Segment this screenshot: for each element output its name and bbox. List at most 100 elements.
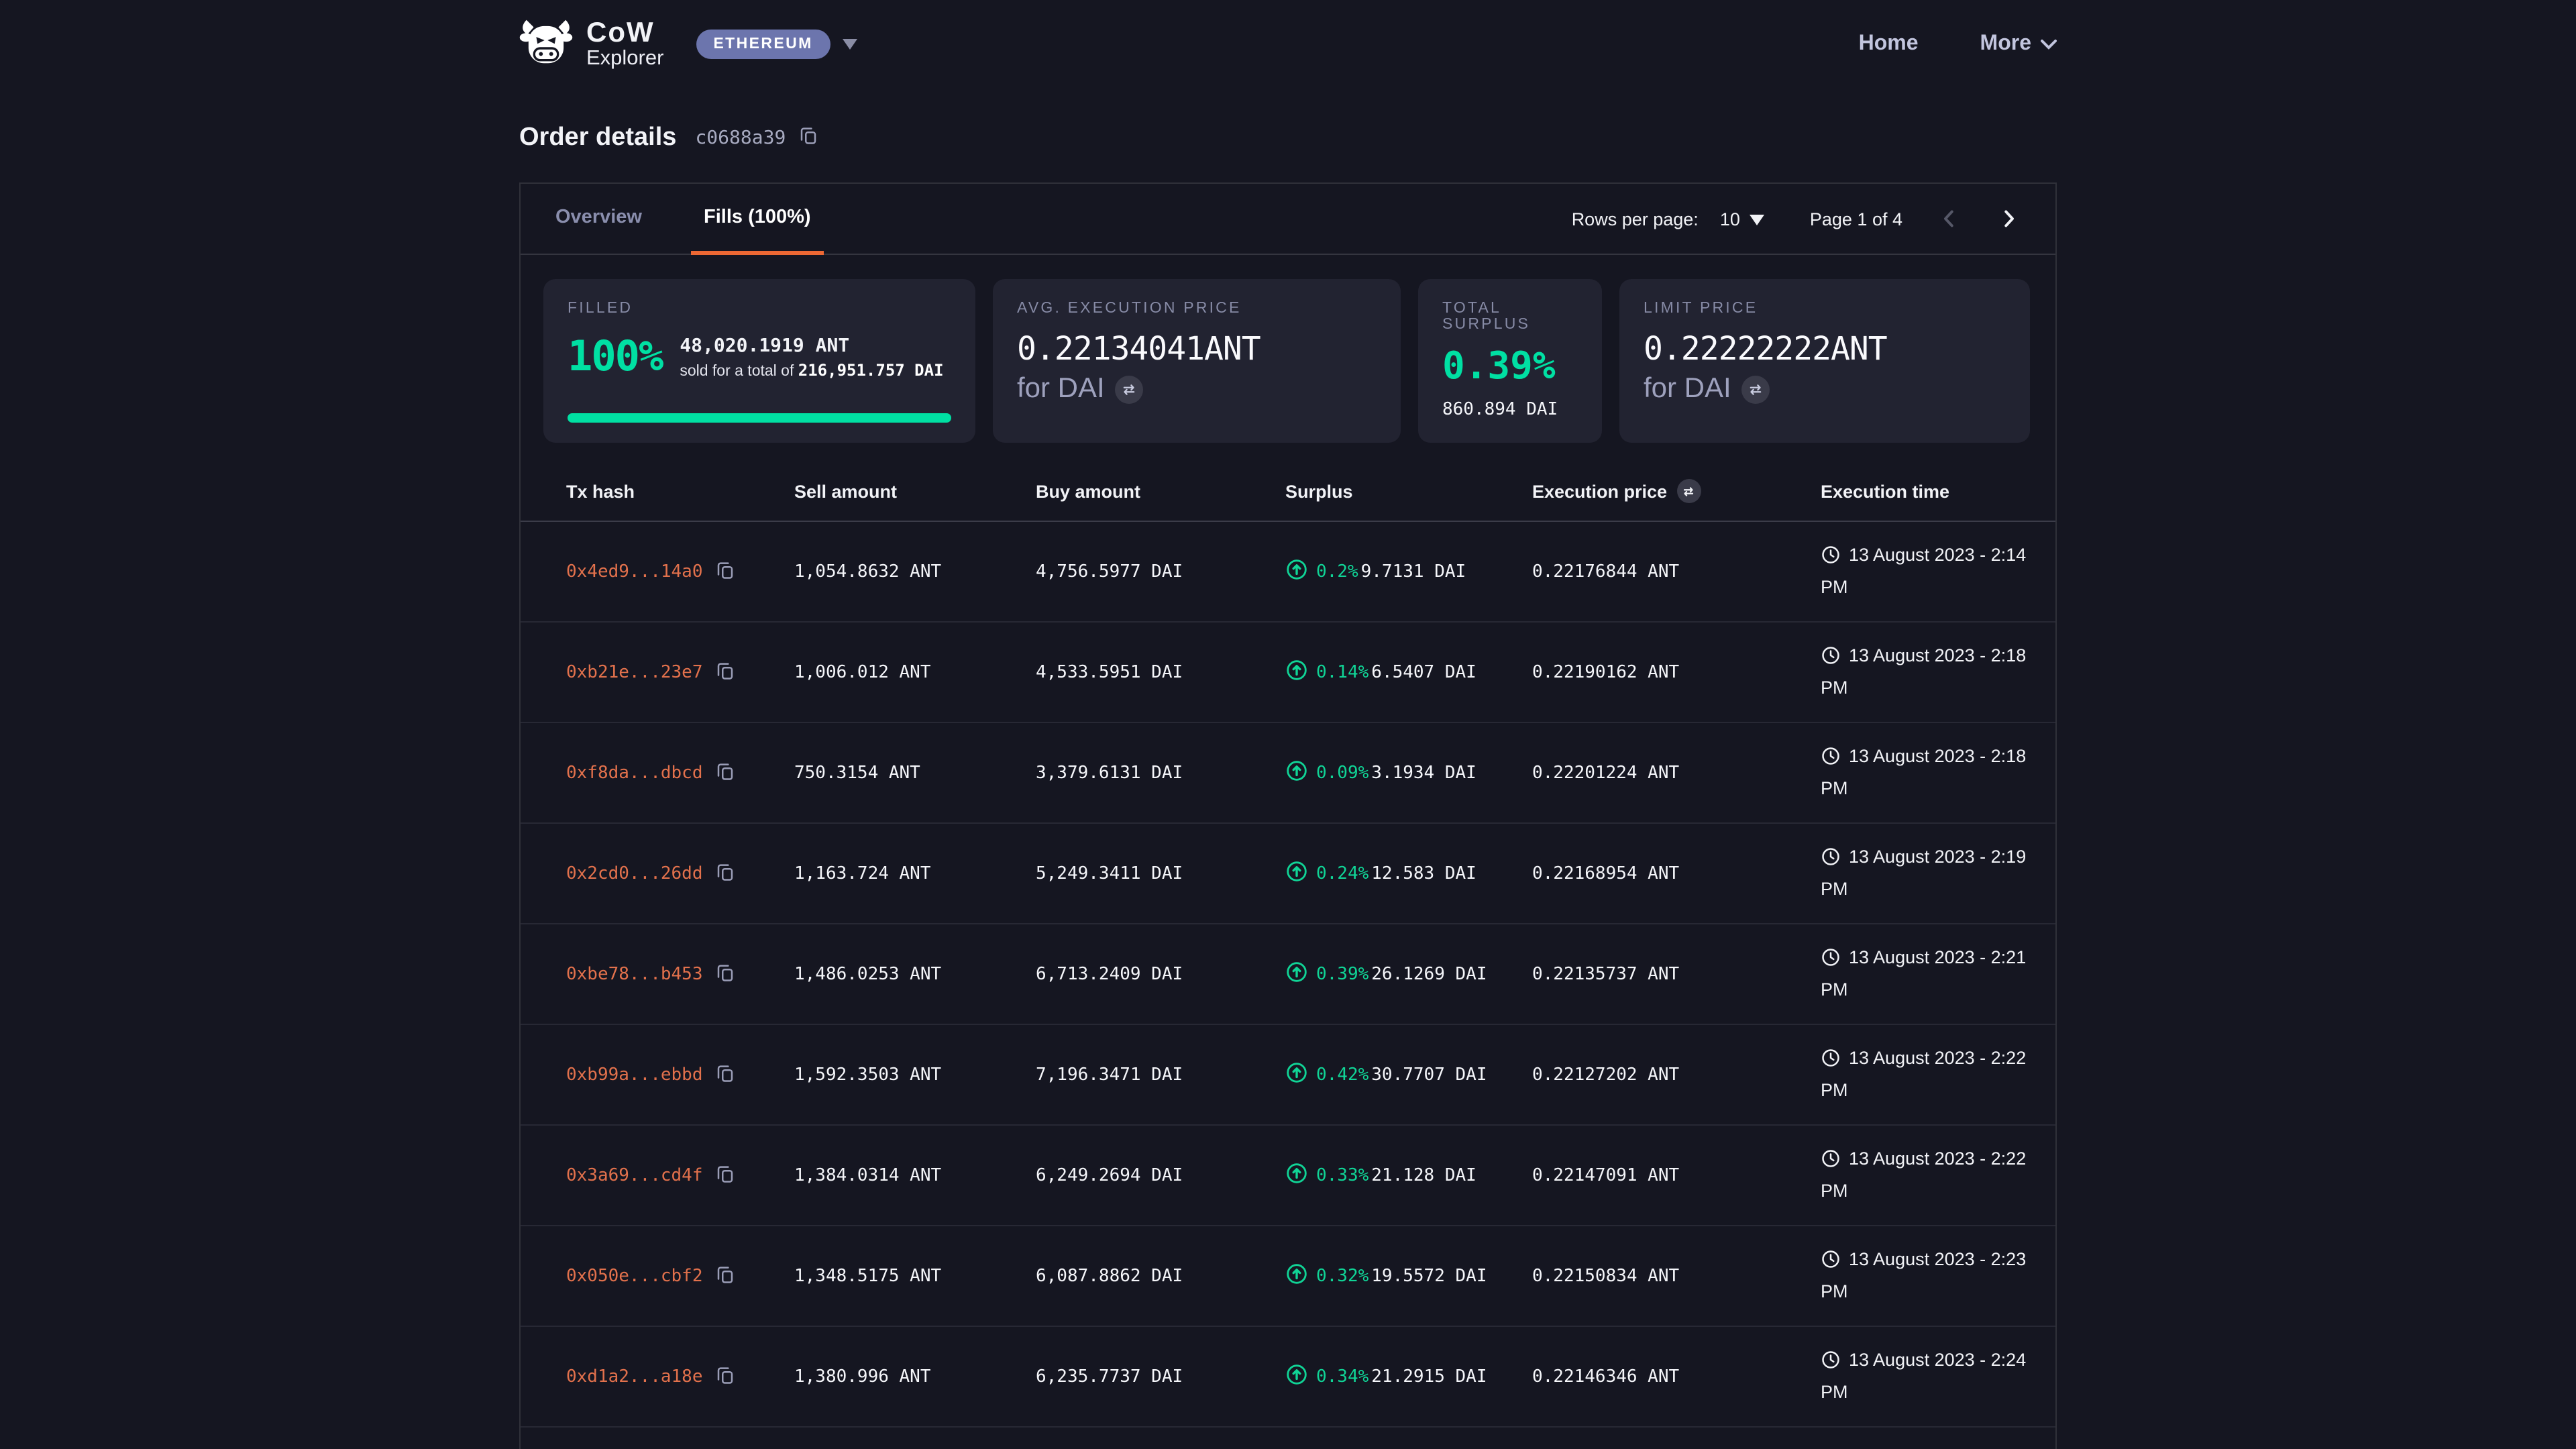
table-body: 0x4ed9...14a0 1,054.8632 ANT 4,756.5977 … [521,522,2055,1428]
tx-hash-cell: 0x2cd0...26dd [566,861,794,885]
filled-label: FILLED [568,301,951,317]
copy-icon[interactable] [798,125,818,152]
sell-amount-cell: 1,486.0253 ANT [794,964,1036,984]
sell-amount-cell: 1,006.012 ANT [794,662,1036,682]
invert-price-icon[interactable] [1116,375,1144,403]
tx-hash-link[interactable]: 0x3a69...cd4f [566,1165,703,1185]
copy-icon[interactable] [715,660,735,684]
surplus-amount: 12.583 DAI [1371,863,1477,883]
limit-price-unit: for DAI [1644,373,1731,405]
tx-hash-link[interactable]: 0xb21e...23e7 [566,662,703,682]
tx-hash-cell: 0x3a69...cd4f [566,1163,794,1187]
copy-icon[interactable] [715,559,735,584]
surplus-percent: 0.2% [1316,561,1358,582]
surplus-up-icon [1285,759,1308,786]
execution-time-text: 13 August 2023 - 2:18 PM [1821,646,2026,698]
execution-time-text: 13 August 2023 - 2:24 PM [1821,1350,2026,1402]
tx-hash-cell: 0xf8da...dbcd [566,761,794,785]
copy-icon[interactable] [715,962,735,986]
surplus-cell: 0.14% 6.5407 DAI [1285,659,1532,686]
tx-hash-cell: 0xb99a...ebbd [566,1063,794,1087]
surplus-up-icon [1285,860,1308,887]
rows-per-page-select[interactable]: 10 [1720,209,1764,229]
surplus-amount: 26.1269 DAI [1371,964,1487,984]
chevron-down-icon [843,32,857,56]
col-execution-time: Execution time [1821,481,2055,501]
avg-execution-price-value: 0.22134041ANT [1017,330,1377,368]
surplus-up-icon [1285,961,1308,987]
tx-hash-cell: 0x4ed9...14a0 [566,559,794,584]
copy-icon[interactable] [715,1163,735,1187]
filled-percent: 100% [568,333,662,381]
limit-price-value: 0.22222222ANT [1644,330,2006,368]
invert-price-icon[interactable] [1742,375,1770,403]
network-selector[interactable]: ETHEREUM [696,30,857,59]
total-surplus-amount: 860.894 DAI [1442,400,1578,420]
tx-hash-link[interactable]: 0x2cd0...26dd [566,863,703,883]
clock-icon [1821,1153,1841,1173]
copy-icon[interactable] [715,1063,735,1087]
table-row: 0xb21e...23e7 1,006.012 ANT 4,533.5951 D… [521,623,2055,723]
execution-time-text: 13 August 2023 - 2:14 PM [1821,545,2026,597]
next-page-button[interactable] [1996,207,2021,231]
tx-hash-link[interactable]: 0xf8da...dbcd [566,763,703,783]
tab-overview[interactable]: Overview [542,184,655,255]
surplus-up-icon [1285,1061,1308,1088]
copy-icon[interactable] [715,861,735,885]
nav-home-link[interactable]: Home [1859,32,1919,56]
avg-execution-price-card: AVG. EXECUTION PRICE 0.22134041ANT for D… [993,279,1401,443]
execution-time-text: 13 August 2023 - 2:22 PM [1821,1049,2026,1100]
execution-price-cell: 0.22176844 ANT [1532,561,1821,582]
table-row: 0xb99a...ebbd 1,592.3503 ANT 7,196.3471 … [521,1025,2055,1126]
execution-price-cell: 0.22146346 ANT [1532,1366,1821,1387]
fills-table: Tx hash Sell amount Buy amount Surplus E… [521,462,2055,1449]
copy-icon[interactable] [715,1264,735,1288]
network-badge[interactable]: ETHEREUM [696,30,830,59]
buy-amount-cell: 6,249.2694 DAI [1036,1165,1285,1185]
tab-fills[interactable]: Fills (100%) [690,184,824,255]
table-row: 0x050e...cbf2 1,348.5175 ANT 6,087.8862 … [521,1226,2055,1327]
buy-amount-cell: 6,087.8862 DAI [1036,1266,1285,1286]
clock-icon [1821,851,1841,871]
surplus-cell: 0.2% 9.7131 DAI [1285,558,1532,585]
summary-cards: FILLED 100% 48,020.1919 ANT sold for a t… [521,255,2055,443]
execution-time-cell: 13 August 2023 - 2:14 PM [1821,543,2055,601]
invert-price-icon[interactable] [1676,479,1701,503]
surplus-amount: 3.1934 DAI [1371,763,1477,783]
rows-per-page-value: 10 [1720,209,1740,229]
clock-icon [1821,1354,1841,1375]
execution-price-cell: 0.22135737 ANT [1532,964,1821,984]
copy-icon[interactable] [715,761,735,785]
tx-hash-cell: 0xb21e...23e7 [566,660,794,684]
col-execution-price: Execution price [1532,479,1821,503]
surplus-cell: 0.32% 19.5572 DAI [1285,1263,1532,1289]
top-navigation: Home More [1859,32,2057,56]
tx-hash-link[interactable]: 0xd1a2...a18e [566,1366,703,1387]
cow-explorer-logo[interactable]: CoW Explorer [519,18,663,70]
table-row: 0x4ed9...14a0 1,054.8632 ANT 4,756.5977 … [521,522,2055,623]
previous-page-button[interactable] [1937,207,1962,231]
col-buy-amount: Buy amount [1036,481,1285,501]
copy-icon[interactable] [715,1364,735,1389]
clock-icon [1821,650,1841,670]
order-id: c0688a39 [695,127,786,149]
execution-time-cell: 13 August 2023 - 2:19 PM [1821,845,2055,903]
surplus-amount: 9.7131 DAI [1361,561,1466,582]
surplus-up-icon [1285,558,1308,585]
col-sell-amount: Sell amount [794,481,1036,501]
nav-more-link[interactable]: More [1980,32,2057,56]
tx-hash-link[interactable]: 0x050e...cbf2 [566,1266,703,1286]
tx-hash-link[interactable]: 0xbe78...b453 [566,964,703,984]
sell-amount-cell: 1,054.8632 ANT [794,561,1036,582]
page-title: Order details [519,123,676,153]
page-title-row: Order details c0688a39 [519,123,2057,153]
sell-amount-cell: 1,163.724 ANT [794,863,1036,883]
clock-icon [1821,751,1841,771]
nav-more-label: More [1980,32,2031,56]
dropdown-arrow-icon [1750,209,1764,229]
tx-hash-link[interactable]: 0xb99a...ebbd [566,1065,703,1085]
execution-price-cell: 0.22150834 ANT [1532,1266,1821,1286]
tx-hash-link[interactable]: 0x4ed9...14a0 [566,561,703,582]
surplus-up-icon [1285,1363,1308,1390]
execution-time-cell: 13 August 2023 - 2:23 PM [1821,1247,2055,1305]
